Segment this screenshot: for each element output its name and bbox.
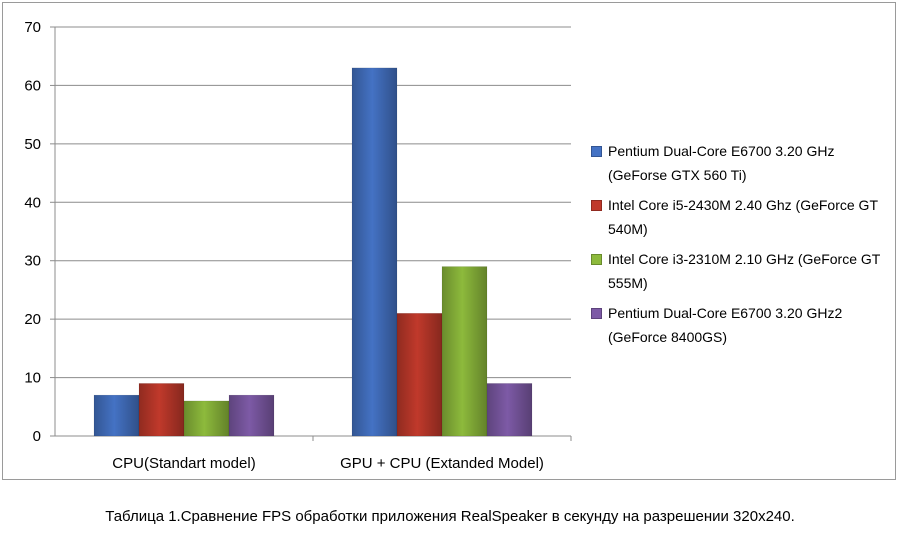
y-tick-label: 20 [24, 311, 41, 328]
chart-frame: 0 10 20 30 40 50 60 70 CPU(Standart model) GPU + … [2, 2, 896, 480]
bar-chart: 0 10 20 30 40 50 60 70 CPU(Standart model) GPU + … [24, 19, 572, 472]
y-tick-label: 70 [24, 19, 41, 36]
y-tick-label: 0 [33, 428, 41, 445]
legend-swatch [591, 146, 602, 157]
bar [396, 313, 443, 437]
legend-item: Intel Core i3-2310M 2.10 GHz (GeForce GT… [591, 247, 891, 295]
bar [351, 67, 398, 437]
legend: Pentium Dual-Core E6700 3.20 GHz (GeFors… [591, 139, 891, 355]
x-tick-label: CPU(Standart model) [112, 455, 255, 472]
legend-label: Pentium Dual-Core E6700 3.20 GHz (GeFors… [608, 143, 835, 183]
y-tick-label: 30 [24, 253, 41, 270]
bar [486, 383, 533, 437]
legend-item: Intel Core i5-2430M 2.40 Ghz (GeForce GT… [591, 193, 891, 241]
bar [93, 394, 140, 437]
bar [441, 266, 488, 437]
legend-swatch [591, 200, 602, 211]
bar [228, 394, 275, 437]
legend-item: Pentium Dual-Core E6700 3.20 GHz (GeFors… [591, 139, 891, 187]
legend-label: Intel Core i3-2310M 2.10 GHz (GeForce GT… [608, 251, 881, 291]
x-tick-label: GPU + CPU (Extanded Model) [340, 455, 544, 472]
bar [138, 383, 185, 437]
bar [183, 400, 230, 437]
legend-swatch [591, 308, 602, 319]
legend-label: Pentium Dual-Core E6700 3.20 GHz2 (GeFor… [608, 305, 843, 345]
legend-label: Intel Core i5-2430M 2.40 Ghz (GeForce GT… [608, 197, 878, 237]
y-tick-label: 50 [24, 136, 41, 153]
y-tick-label: 40 [24, 194, 41, 211]
legend-swatch [591, 254, 602, 265]
y-tick-label: 10 [24, 370, 41, 387]
figure-caption: Таблица 1.Сравнение FPS обработки прилож… [105, 508, 795, 525]
y-tick-label: 60 [24, 77, 41, 94]
legend-item: Pentium Dual-Core E6700 3.20 GHz2 (GeFor… [591, 301, 891, 349]
